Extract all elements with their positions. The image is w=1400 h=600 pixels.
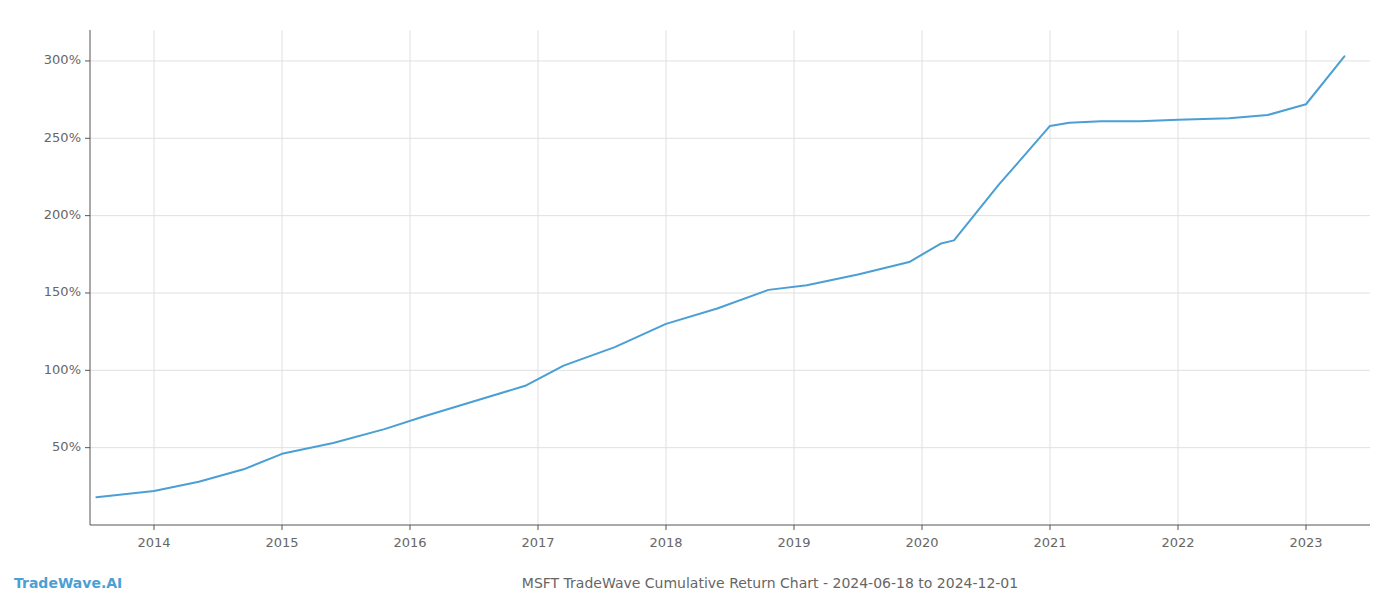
chart: 50% 100% 150% 200% 250% 300% 2014 2015 2016 2017 2… [0, 0, 1400, 600]
y-tick [85, 447, 90, 448]
page: {"chart_data": {"type": "line", "title":… [0, 0, 1400, 600]
x-tick [1050, 525, 1051, 530]
y-tick-label: 200% [44, 207, 81, 222]
axes: 50% 100% 150% 200% 250% 300% 2014 2015 2016 2017 2… [44, 30, 1370, 550]
y-tick [85, 138, 90, 139]
x-tick [410, 525, 411, 530]
x-grid-line [794, 30, 795, 525]
y-axis-line [90, 30, 91, 525]
y-tick [85, 215, 90, 216]
x-grid-line [538, 30, 539, 525]
x-grid-line [1178, 30, 1179, 525]
x-tick-label: 2021 [1033, 535, 1066, 550]
x-tick [922, 525, 923, 530]
series-group [96, 56, 1344, 497]
x-tick-label: 2018 [649, 535, 682, 550]
x-grid-line [1050, 30, 1051, 525]
title: MSFT TradeWave Cumulative Return Chart -… [522, 575, 1018, 591]
y-tick-label: 300% [44, 52, 81, 67]
y-tick [85, 292, 90, 293]
x-tick-label: 2020 [905, 535, 938, 550]
x-grid-line [154, 30, 155, 525]
x-tick [666, 525, 667, 530]
grid [90, 30, 1370, 525]
x-tick-label: 2022 [1161, 535, 1194, 550]
x-tick-label: 2014 [137, 535, 170, 550]
x-tick-label: 2016 [393, 535, 426, 550]
watermark: TradeWave.AI [14, 575, 122, 591]
x-tick [282, 525, 283, 530]
y-tick [85, 370, 90, 371]
line [96, 56, 1344, 497]
y-tick [85, 60, 90, 61]
x-tick [794, 525, 795, 530]
y-tick-label: 50% [52, 439, 81, 454]
x-tick-label: 2015 [265, 535, 298, 550]
x-tick-label: 2019 [777, 535, 810, 550]
x-grid-line [410, 30, 411, 525]
x-tick-label: 2017 [521, 535, 554, 550]
x-grid-line [282, 30, 283, 525]
x-tick-label: 2023 [1289, 535, 1322, 550]
y-tick-label: 250% [44, 130, 81, 145]
x-tick [154, 525, 155, 530]
x-grid-line [922, 30, 923, 525]
x-tick [1178, 525, 1179, 530]
x-axis-line [90, 525, 1370, 526]
x-tick [538, 525, 539, 530]
y-tick-label: 150% [44, 284, 81, 299]
x-grid-line [666, 30, 667, 525]
y-tick-label: 100% [44, 362, 81, 377]
x-tick [1306, 525, 1307, 530]
